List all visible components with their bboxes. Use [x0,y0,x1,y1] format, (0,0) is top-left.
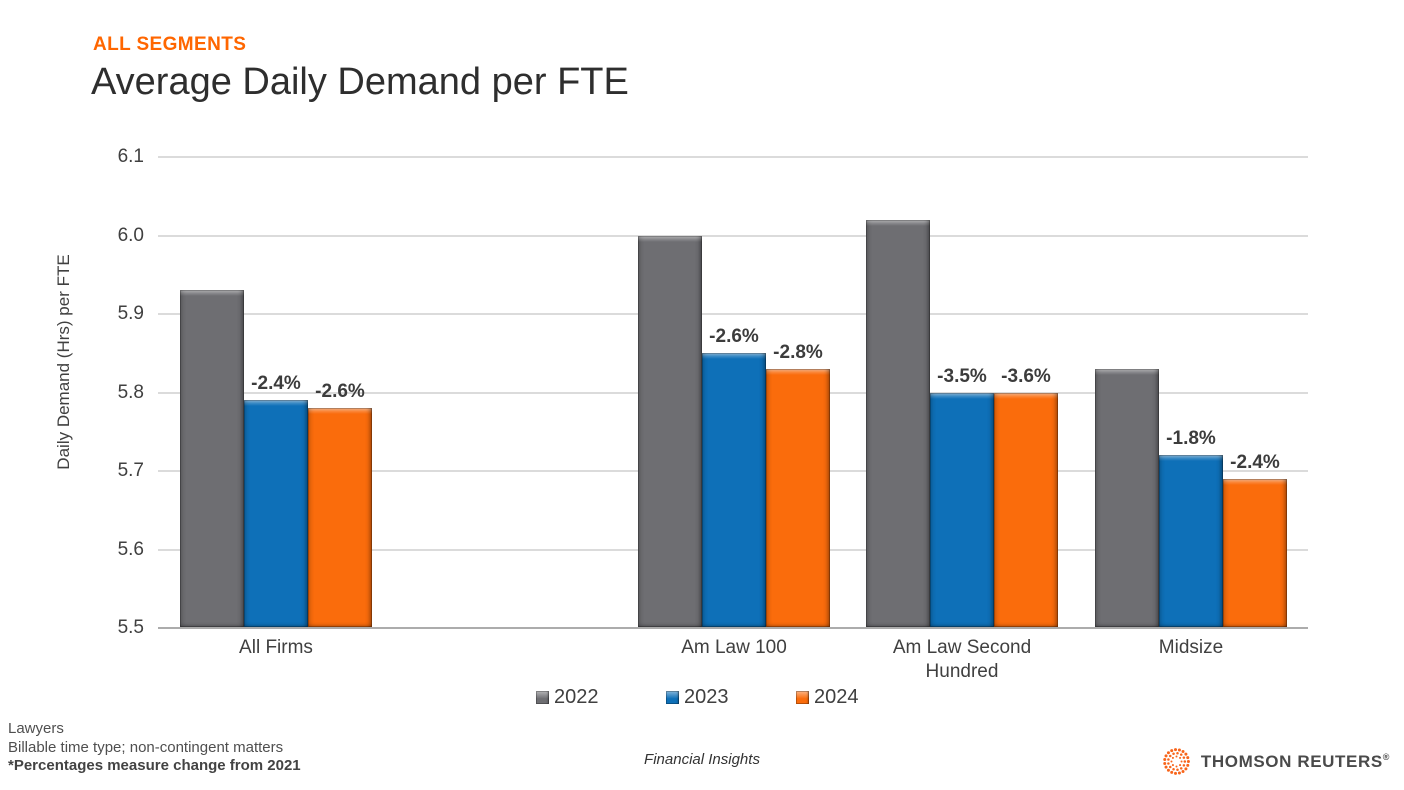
bar-2022-am-law-100 [638,235,702,627]
y-tick-label: 5.9 [117,303,144,324]
bar-value-label: -2.6% [709,326,759,348]
footer-caption: Financial Insights [644,751,760,768]
y-tick-label: 6.0 [117,224,144,246]
bar-2024-midsize [1223,478,1287,627]
y-tick-label: 5.8 [117,381,144,403]
bar-value-label: -3.5% [937,365,987,387]
legend-item-2022: 2022 [536,686,599,709]
gridline [158,313,1308,315]
bar-value-label: -2.8% [773,341,823,363]
bar-value-label: -2.4% [251,373,301,395]
legend-label: 2022 [554,686,599,708]
bar-2024-am-law-100 [766,368,830,627]
bar-2024-all-firms [308,408,372,627]
y-tick-label: 6.1 [117,146,144,167]
footnote-line: Lawyers [8,720,64,737]
thomson-reuters-kinesis-icon [1163,748,1190,775]
y-tick-label: 5.6 [117,538,144,560]
legend-label: 2023 [684,686,729,708]
legend-swatch-icon [796,691,809,704]
category-label-all-firms: All Firms [239,637,313,658]
x-axis-line [158,627,1308,629]
bar-value-label: -2.6% [315,381,365,403]
gridline [158,234,1308,237]
bar-2022-midsize [1095,368,1159,627]
footnote-line: Billable time type; non-contingent matte… [8,738,284,756]
bar-2022-all-firms [180,290,244,627]
registered-mark: ® [1382,751,1390,762]
legend-item-2023: 2023 [666,686,729,709]
bar-2023-am-law-100 [702,353,766,627]
page-title: Average Daily Demand per FTE [91,61,629,103]
legend-swatch-icon [536,691,549,704]
category-label-am-law-100: Am Law 100 [681,637,787,658]
bar-2022-am-law-second-hundred [866,219,930,627]
bar-value-label: -1.8% [1166,428,1216,450]
footnotes: Lawyers Billable time type; non-continge… [8,720,301,776]
bar-2023-am-law-second-hundred [930,392,994,627]
bar-value-label: -2.4% [1230,451,1280,473]
y-tick-label: 5.7 [117,460,144,481]
category-label-midsize: Midsize [1158,637,1224,658]
brand-name: THOMSON REUTERS® [1200,751,1390,771]
gridline [158,156,1308,158]
y-axis-title: Daily Demand (Hrs) per FTE [54,254,73,470]
bar-value-label: -3.6% [1001,365,1051,387]
segment-eyebrow: ALL SEGMENTS [93,34,247,55]
bar-2024-am-law-second-hundred [994,392,1058,627]
legend-label: 2024 [814,686,859,708]
bar-2023-all-firms [244,400,308,627]
legend-swatch-icon [666,691,679,704]
footnote-line-bold: *Percentages measure change from 2021 [8,757,301,774]
legend-item-2024: 2024 [796,686,859,709]
category-label-am-law-second-hundred: Am Law Second Hundred [892,637,1032,682]
y-tick-label: 5.5 [117,617,144,638]
chart-legend: 2022 2023 2024 [0,686,1404,714]
brand-lockup: THOMSON REUTERS® [1161,746,1390,777]
bar-2023-midsize [1159,455,1223,627]
